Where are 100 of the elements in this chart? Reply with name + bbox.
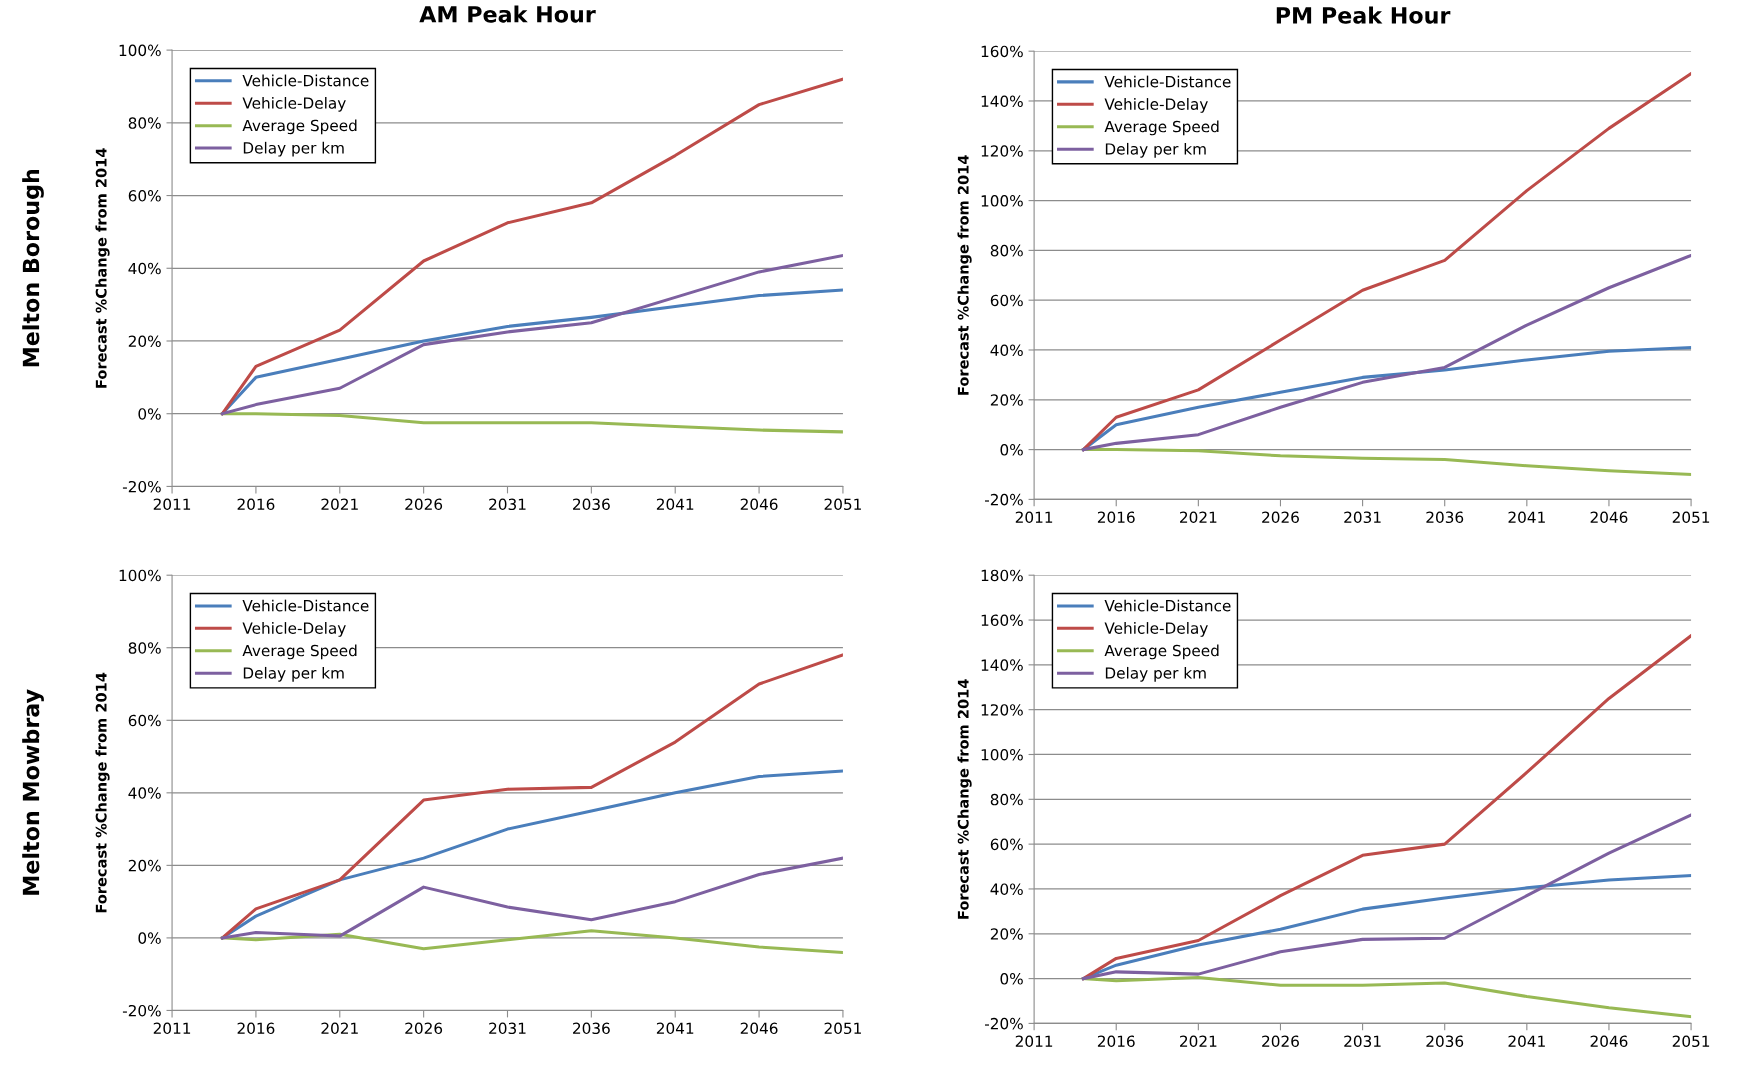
legend-label: Average Speed [1104, 644, 1219, 660]
x-tick-label: 2046 [1590, 1035, 1628, 1048]
legend-label: Vehicle-Delay [242, 622, 346, 637]
chart-title: AM Peak Hour [419, 5, 596, 23]
y-tick-label: 80% [990, 244, 1023, 257]
y-tick-label: 80% [128, 117, 161, 129]
y-tick-label: 60% [128, 190, 161, 202]
y-tick-label: 0% [1000, 444, 1023, 456]
x-tick-label: 2036 [573, 498, 610, 511]
legend-label: Delay per km [1105, 666, 1206, 682]
line-series [1081, 253, 1692, 452]
y-tick-label: 100% [119, 569, 161, 582]
legend-label: Average Speed [242, 644, 357, 660]
x-tick-label: 2051 [1672, 511, 1710, 524]
y-tick-label: 20% [128, 335, 161, 348]
x-tick-label: 2041 [656, 1022, 694, 1035]
x-tick-label: 2026 [1262, 511, 1299, 524]
x-tick-label: 2046 [740, 498, 778, 511]
y-tick-label: 60% [990, 838, 1023, 851]
x-tick-label: 2016 [1097, 511, 1135, 524]
x-tick-label: 2036 [1426, 511, 1464, 524]
y-tick-label: -20% [122, 1004, 161, 1017]
x-tick-label: 2011 [153, 1022, 191, 1035]
legend-label: Vehicle-Delay [242, 96, 346, 112]
x-tick-label: 2026 [405, 1022, 443, 1035]
y-tick-label: 40% [128, 262, 161, 275]
legend-label: Average Speed [242, 119, 357, 135]
legend-label: Vehicle-Delay [1104, 98, 1208, 113]
x-tick-label: 2021 [321, 1022, 358, 1035]
y-tick-label: 40% [128, 787, 161, 799]
y-tick-label: 80% [990, 793, 1023, 806]
y-axis-title: Forecast %Change from 2014 [957, 155, 972, 395]
x-tick-label: 2041 [1508, 1035, 1545, 1048]
legend-label: Vehicle-Distance [1104, 599, 1231, 612]
y-tick-label: 160% [981, 45, 1023, 58]
legend-label: Vehicle-Distance [242, 74, 369, 87]
x-tick-label: 2051 [1672, 1035, 1710, 1048]
x-tick-label: 2021 [1180, 1035, 1217, 1048]
x-tick-label: 2041 [1508, 511, 1545, 524]
line-series [220, 769, 843, 940]
x-tick-label: 2026 [405, 498, 443, 511]
y-tick-label: 0% [1000, 973, 1023, 985]
x-tick-label: 2016 [1097, 1035, 1135, 1048]
legend-label: Vehicle-Delay [1104, 622, 1208, 637]
x-tick-label: 2051 [824, 1022, 861, 1035]
x-tick-label: 2031 [1344, 511, 1381, 524]
y-tick-label: -20% [984, 493, 1023, 506]
y-axis-title: Forecast %Change from 2014 [95, 148, 110, 388]
y-tick-label: 120% [981, 704, 1023, 716]
y-tick-label: 40% [990, 344, 1023, 357]
legend-label: Delay per km [243, 141, 344, 157]
legend-label: Delay per km [243, 666, 344, 682]
y-tick-label: 140% [981, 95, 1023, 108]
y-tick-label: 60% [128, 714, 161, 727]
x-tick-label: 2011 [153, 498, 191, 511]
text: Melton Mowbray [22, 689, 44, 895]
text: Melton Borough [22, 169, 44, 367]
line-series [220, 288, 843, 416]
y-tick-label: 180% [981, 569, 1023, 582]
x-tick-label: 2036 [573, 1022, 610, 1035]
x-tick-label: 2011 [1015, 511, 1053, 524]
legend-label: Average Speed [1104, 120, 1219, 136]
y-tick-label: 0% [138, 932, 161, 944]
x-tick-label: 2031 [489, 498, 526, 511]
y-tick-label: 20% [128, 859, 161, 872]
line-series [1081, 813, 1692, 981]
legend-label: Delay per km [1105, 142, 1206, 158]
x-tick-label: 2046 [740, 1022, 778, 1035]
y-tick-label: -20% [984, 1017, 1023, 1030]
x-tick-label: 2031 [1344, 1035, 1381, 1048]
y-axis-title: Forecast %Change from 2014 [957, 679, 972, 919]
y-tick-label: 80% [128, 642, 161, 654]
line-series [220, 254, 843, 416]
y-tick-label: 100% [981, 195, 1023, 207]
x-tick-label: 2016 [237, 498, 275, 511]
x-tick-label: 2026 [1262, 1035, 1299, 1048]
y-tick-label: 120% [981, 145, 1023, 157]
legend-label: Vehicle-Distance [242, 599, 369, 612]
y-tick-label: 100% [119, 44, 161, 57]
chart-title: PM Peak Hour [1276, 6, 1451, 24]
y-tick-label: 20% [990, 928, 1023, 940]
x-tick-label: 2031 [489, 1022, 526, 1035]
y-tick-label: -20% [122, 480, 161, 493]
y-tick-label: 160% [981, 614, 1023, 627]
x-tick-label: 2046 [1590, 511, 1628, 524]
y-axis-title: Forecast %Change from 2014 [95, 672, 110, 913]
x-tick-label: 2021 [1180, 511, 1217, 524]
y-tick-label: 20% [990, 394, 1023, 406]
y-tick-label: 40% [990, 883, 1023, 895]
x-tick-label: 2051 [824, 498, 861, 511]
y-tick-label: 100% [981, 748, 1023, 761]
x-tick-label: 2036 [1426, 1035, 1464, 1048]
x-tick-label: 2011 [1015, 1035, 1053, 1048]
line-series [220, 856, 843, 940]
x-tick-label: 2041 [656, 498, 694, 511]
y-tick-label: 60% [990, 294, 1023, 307]
y-tick-label: 140% [981, 659, 1023, 671]
line-series [1081, 72, 1692, 452]
legend-label: Vehicle-Distance [1104, 75, 1231, 88]
x-tick-label: 2016 [237, 1022, 275, 1035]
